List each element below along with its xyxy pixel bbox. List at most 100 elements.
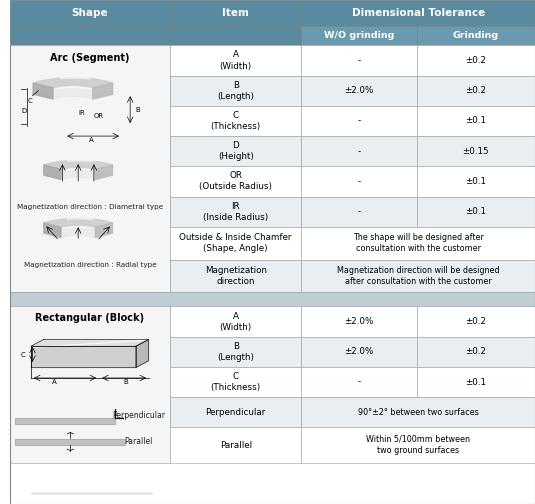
Text: Shape: Shape — [72, 8, 108, 18]
Bar — [170, 0, 301, 26]
Polygon shape — [95, 223, 112, 237]
Polygon shape — [33, 78, 113, 88]
Bar — [170, 367, 301, 397]
Polygon shape — [33, 83, 53, 99]
Text: Magnetization direction will be designed
after consultation with the customer: Magnetization direction will be designed… — [337, 266, 500, 286]
Text: C
(Thickness): C (Thickness) — [211, 111, 261, 131]
Text: Parallel: Parallel — [124, 436, 152, 446]
Text: ±0.1: ±0.1 — [465, 177, 486, 186]
Bar — [10, 292, 535, 306]
Bar — [417, 76, 535, 106]
Bar — [170, 337, 301, 367]
Bar — [301, 260, 535, 292]
Bar — [301, 367, 417, 397]
Bar — [417, 197, 535, 227]
Text: Magnetization direction : Diametral type: Magnetization direction : Diametral type — [17, 204, 163, 210]
Text: B
(Length): B (Length) — [217, 342, 254, 362]
Bar — [15, 439, 125, 445]
Text: Outside & Inside Chamfer
(Shape, Angle): Outside & Inside Chamfer (Shape, Angle) — [179, 233, 292, 253]
Text: Perpendicular: Perpendicular — [112, 411, 165, 420]
Text: ±2.0%: ±2.0% — [345, 347, 374, 356]
Bar — [301, 26, 417, 45]
Text: 90°±2° between two surfaces: 90°±2° between two surfaces — [358, 408, 478, 417]
Bar — [10, 45, 170, 292]
Text: B: B — [123, 379, 128, 385]
Text: -: - — [357, 377, 361, 387]
Bar — [417, 106, 535, 136]
Polygon shape — [31, 340, 149, 346]
Bar — [301, 197, 417, 227]
Polygon shape — [136, 340, 149, 367]
Bar — [170, 45, 301, 76]
Text: D
(Height): D (Height) — [218, 141, 254, 161]
Bar — [170, 227, 301, 260]
Polygon shape — [93, 83, 113, 99]
Text: -: - — [357, 177, 361, 186]
Text: A
(Width): A (Width) — [219, 311, 252, 332]
Bar — [15, 418, 115, 424]
Text: -: - — [357, 147, 361, 156]
Text: ±2.0%: ±2.0% — [345, 317, 374, 326]
Bar — [417, 367, 535, 397]
Bar — [170, 76, 301, 106]
Bar — [301, 427, 535, 463]
Bar — [417, 26, 535, 45]
Bar — [170, 136, 301, 166]
Text: ±0.2: ±0.2 — [465, 86, 486, 95]
Bar — [170, 197, 301, 227]
Polygon shape — [44, 223, 61, 237]
Text: ±0.2: ±0.2 — [465, 347, 486, 356]
Bar — [170, 306, 301, 337]
Bar — [170, 427, 301, 463]
Text: B
(Length): B (Length) — [217, 81, 254, 101]
Text: Magnetization direction : Radial type: Magnetization direction : Radial type — [24, 262, 156, 268]
Text: ±0.1: ±0.1 — [465, 377, 486, 387]
Text: ±0.15: ±0.15 — [463, 147, 489, 156]
Bar — [10, 26, 170, 45]
Bar — [301, 227, 535, 260]
Polygon shape — [44, 219, 112, 227]
Text: B: B — [136, 107, 140, 113]
Text: A: A — [89, 137, 94, 143]
Text: Item: Item — [222, 8, 249, 18]
Text: Arc (Segment): Arc (Segment) — [50, 53, 129, 63]
Text: OR
(Outside Radius): OR (Outside Radius) — [199, 171, 272, 192]
Polygon shape — [31, 346, 136, 367]
Bar — [417, 45, 535, 76]
Text: Magnetization
direction: Magnetization direction — [205, 266, 266, 286]
Bar — [301, 337, 417, 367]
Polygon shape — [44, 171, 112, 179]
Text: -: - — [357, 116, 361, 125]
Text: D: D — [21, 108, 26, 114]
Polygon shape — [44, 165, 61, 179]
Bar — [301, 106, 417, 136]
Bar — [170, 106, 301, 136]
Text: IR: IR — [78, 110, 85, 116]
Text: ±0.2: ±0.2 — [465, 317, 486, 326]
Text: C
(Thickness): C (Thickness) — [211, 372, 261, 392]
Bar — [10, 306, 170, 463]
Polygon shape — [95, 165, 112, 179]
Polygon shape — [44, 161, 112, 169]
Text: ±0.1: ±0.1 — [465, 207, 486, 216]
Text: ±0.2: ±0.2 — [465, 56, 486, 65]
Text: Within 5/100mm between
two ground surfaces: Within 5/100mm between two ground surfac… — [366, 435, 470, 455]
Text: IR
(Inside Radius): IR (Inside Radius) — [203, 202, 269, 222]
Text: ±0.1: ±0.1 — [465, 116, 486, 125]
Text: Grinding: Grinding — [453, 31, 499, 40]
Text: Parallel: Parallel — [220, 440, 252, 450]
Bar — [417, 136, 535, 166]
Polygon shape — [44, 229, 112, 237]
Text: C: C — [27, 98, 32, 104]
Text: Dimensional Tolerance: Dimensional Tolerance — [351, 8, 485, 18]
Bar — [301, 166, 417, 197]
Bar — [301, 136, 417, 166]
Bar — [301, 306, 417, 337]
Text: The shape will be designed after
consultation with the customer: The shape will be designed after consult… — [353, 233, 484, 253]
Text: -: - — [357, 56, 361, 65]
Text: Perpendicular: Perpendicular — [205, 408, 266, 417]
Bar — [170, 26, 301, 45]
Bar — [301, 76, 417, 106]
Text: A
(Width): A (Width) — [219, 50, 252, 71]
Text: OR: OR — [94, 113, 104, 119]
